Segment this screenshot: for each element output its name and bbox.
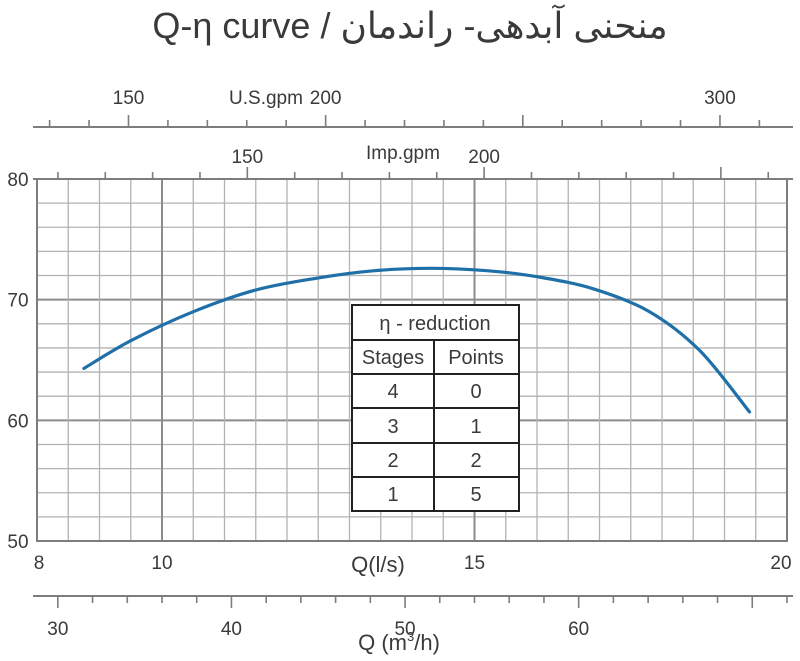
- table-cell-points: 5: [470, 484, 481, 506]
- ls-tick-label: 15: [464, 553, 485, 574]
- y-tick-label: 60: [7, 411, 28, 432]
- chart-title: Q-η curve / منحنی آبدهی- راندمان: [152, 3, 667, 47]
- m3h-tick-label: 30: [47, 619, 68, 640]
- eta-reduction-table: η - reduction Stages Points 4 0 3 1 2 2 …: [351, 304, 520, 512]
- ls-tick-label: 20: [770, 553, 791, 574]
- ls-tick-label: 8: [34, 553, 45, 574]
- m3h-axis: 30 40 50 60: [33, 595, 793, 640]
- y-tick-label: 70: [7, 291, 28, 312]
- imp-gpm-axis-label: Imp.gpm: [366, 143, 440, 164]
- m3h-tick-label: 50: [394, 619, 415, 640]
- y-tick-label: 80: [7, 170, 28, 191]
- table-cell-stages: 4: [387, 381, 398, 403]
- us-gpm-axis-label: U.S.gpm: [229, 88, 303, 109]
- m3h-tick-label: 60: [568, 619, 589, 640]
- us-gpm-tick-label: 200: [310, 88, 342, 109]
- ls-tick-label: 10: [151, 553, 172, 574]
- gpm-axes: 150 200 300 150 200: [33, 88, 793, 180]
- ls-axis-label: Q(l/s): [351, 552, 405, 577]
- m3h-axis-label: Q (m3/h): [358, 629, 440, 655]
- table-cell-points: 2: [470, 450, 481, 472]
- table-cell-points: 0: [470, 381, 481, 403]
- y-tick-label: 50: [7, 532, 28, 553]
- table-cell-stages: 3: [387, 416, 398, 438]
- us-gpm-tick-label: 300: [704, 88, 736, 109]
- table-cell-stages: 1: [387, 484, 398, 506]
- efficiency-curve-group: [82, 266, 752, 414]
- imp-gpm-tick-label: 200: [468, 147, 500, 168]
- table-header-stages: Stages: [362, 347, 424, 369]
- efficiency-curve: [82, 266, 752, 414]
- ls-axis-ticks: 8 10 15 20: [34, 553, 792, 574]
- table-title: η - reduction: [379, 313, 490, 335]
- table-cell-stages: 2: [387, 450, 398, 472]
- imp-gpm-tick-label: 150: [231, 147, 263, 168]
- grid: [36, 178, 788, 542]
- table-cell-points: 1: [470, 416, 481, 438]
- table-header-points: Points: [448, 347, 504, 369]
- m3h-tick-label: 40: [221, 619, 242, 640]
- us-gpm-tick-label: 150: [113, 88, 145, 109]
- y-axis-ticks: 50 60 70 80: [7, 170, 28, 553]
